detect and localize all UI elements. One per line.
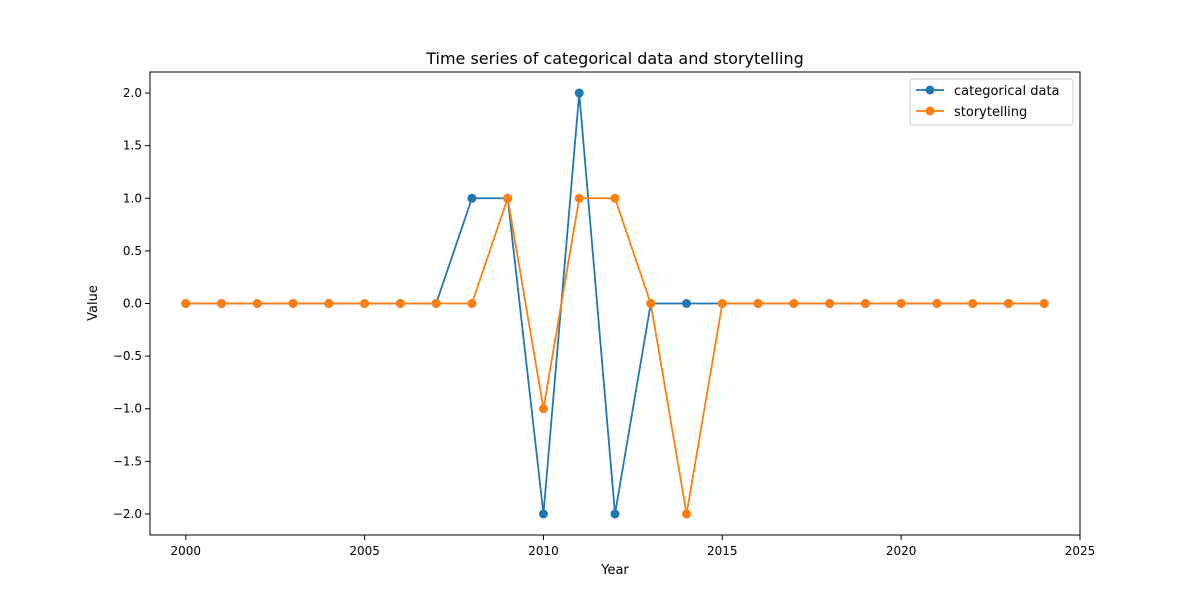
point-storytelling-2021 [932,299,942,308]
point-storytelling-2006 [395,299,405,308]
legend-label-categorical-data: categorical data [954,84,1060,99]
point-storytelling-2023 [1003,299,1013,308]
point-storytelling-2004 [324,299,334,308]
point-storytelling-2000 [181,299,191,308]
point-storytelling-2011 [574,193,584,203]
point-storytelling-2007 [431,299,441,308]
legend-box [909,78,1074,126]
point-storytelling-2003 [288,299,298,308]
point-storytelling-2016 [753,299,763,308]
y-tick-label-0-5: 0.5 [123,244,142,258]
x-tick-label-2020: 2020 [886,544,917,558]
point-categorical-data-2008 [467,193,477,203]
point-storytelling-2008 [467,299,477,308]
x-tick-label-2025: 2025 [1065,544,1096,558]
x-axis-label: Year [600,563,629,578]
x-tick-label-2005: 2005 [349,544,380,558]
point-storytelling-2017 [789,299,799,308]
y-tick-label-1-0: 1.0 [123,191,142,205]
point-storytelling-2009 [503,193,513,203]
point-storytelling-2002 [252,299,262,308]
point-storytelling-2015 [717,299,727,308]
point-categorical-data-2014 [682,299,692,308]
point-categorical-data-2011 [574,88,584,98]
point-storytelling-2005 [360,299,370,308]
chart-title: Time series of categorical data and stor… [425,49,804,68]
point-categorical-data-2010 [538,509,548,519]
legend-marker-categorical-data [925,85,935,95]
series-layer [181,88,1049,519]
point-storytelling-2022 [968,299,978,308]
point-storytelling-2024 [1039,299,1049,308]
point-categorical-data-2012 [610,509,620,519]
x-tick-label-2000: 2000 [170,544,201,558]
y-tick-label-1-5: −1.5 [113,454,142,468]
legend: categorical data storytelling [909,78,1074,126]
legend-marker-storytelling [925,106,935,116]
legend-label-storytelling: storytelling [954,105,1027,120]
point-storytelling-2020 [896,299,906,308]
point-storytelling-2013 [646,299,656,308]
y-tick-label-0-0: 0.0 [123,297,142,311]
point-storytelling-2014 [682,509,692,519]
point-storytelling-2001 [217,299,227,308]
y-tick-label-1-0: −1.0 [113,402,142,416]
y-tick-label-2-0: −2.0 [113,507,142,521]
y-tick-label-1-5: 1.5 [123,139,142,153]
x-axis-ticks: 2000 2005 2010 2015 2020 2025 [170,535,1095,558]
y-axis-label: Value [86,285,101,321]
x-tick-label-2010: 2010 [528,544,559,558]
point-storytelling-2019 [860,299,870,308]
y-tick-label-0-5: −0.5 [113,349,142,363]
point-storytelling-2010 [538,404,548,414]
point-storytelling-2012 [610,193,620,203]
point-storytelling-2018 [825,299,835,308]
y-tick-label-2-0: 2.0 [123,86,142,100]
y-axis-ticks: 2.0 1.5 1.0 0.5 0.0 −0.5 −1.0 −1.5 −2.0 [113,86,150,521]
x-tick-label-2015: 2015 [707,544,738,558]
